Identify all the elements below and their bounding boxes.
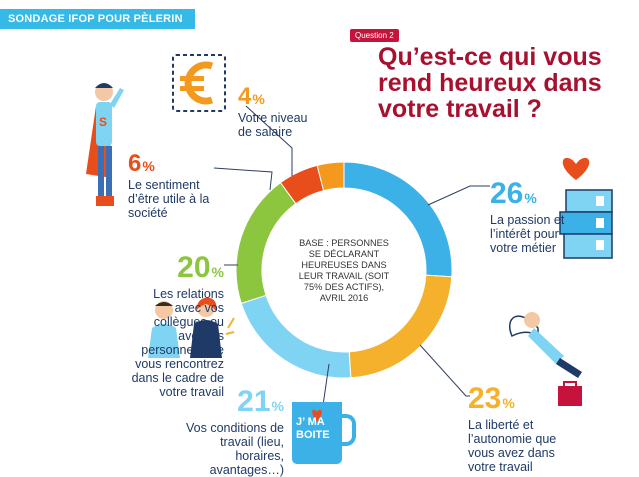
conditions-pct: 21 <box>237 385 271 418</box>
connector-useful <box>213 167 273 191</box>
relations-label: Les relations avec vos collègues ou avec… <box>131 287 224 399</box>
mug-text: J’ MA BOITE <box>296 416 330 441</box>
conditions-sym: % <box>271 398 284 414</box>
useful-pct: 6 <box>128 150 142 177</box>
salary-sym: % <box>252 91 265 107</box>
salary-block: 4% Votre niveau de salaire <box>238 83 318 140</box>
freedom-label: La liberté et l’autonomie que vous avez … <box>468 418 557 474</box>
donut-slice-conditions <box>240 294 352 379</box>
useful-label: Le sentiment d’être utile à la société <box>128 178 210 220</box>
flying-man-icon <box>509 312 582 406</box>
passion-label: La passion et l’intérêt pour votre métie… <box>490 213 565 255</box>
relations-block: 20% Les relations avec vos collègues ou … <box>34 251 224 400</box>
donut-slice-relations <box>235 181 297 305</box>
useful-block: 6% Le sentiment d’être utile à la sociét… <box>128 150 218 221</box>
binders-heart-icon <box>559 157 613 259</box>
mug-handle <box>340 414 356 446</box>
salary-label: Votre niveau de salaire <box>238 111 308 139</box>
connector-salary <box>245 105 293 176</box>
passion-block: 26% La passion et l’intérêt pour votre m… <box>490 177 568 256</box>
svg-text:S: S <box>99 115 107 129</box>
superhero-icon: S <box>86 83 124 206</box>
freedom-pct: 23 <box>468 382 502 415</box>
freedom-sym: % <box>502 395 515 411</box>
euro-icon <box>172 54 226 112</box>
heart-icon <box>312 409 322 422</box>
colleagues-icon <box>148 297 235 358</box>
question-tag: Question 2 <box>350 29 399 42</box>
survey-tag: SONDAGE IFOP POUR PÈLERIN <box>0 9 195 29</box>
donut-slice-salary <box>316 161 345 192</box>
freedom-block: 23% La liberté et l’autonomie que vous a… <box>468 382 568 475</box>
relations-pct: 20 <box>177 251 211 284</box>
donut-slices <box>235 161 453 379</box>
useful-sym: % <box>142 158 155 174</box>
passion-pct: 26 <box>490 177 524 210</box>
conditions-block: 21% Vos conditions de travail (lieu, hor… <box>186 387 284 477</box>
relations-sym: % <box>211 264 224 280</box>
connector-freedom <box>419 344 470 397</box>
conditions-label: Vos conditions de travail (lieu, horaire… <box>186 421 284 477</box>
salary-pct: 4 <box>238 83 252 110</box>
connector-passion <box>427 185 490 206</box>
mug-icon: J’ MA BOITE <box>292 402 342 464</box>
base-note: BASE : PERSONNES SE DÉCLARANT HEUREUSES … <box>298 238 390 303</box>
question-title: Qu’est-ce qui vous rend heureux dans vot… <box>378 43 602 123</box>
passion-sym: % <box>524 190 537 206</box>
